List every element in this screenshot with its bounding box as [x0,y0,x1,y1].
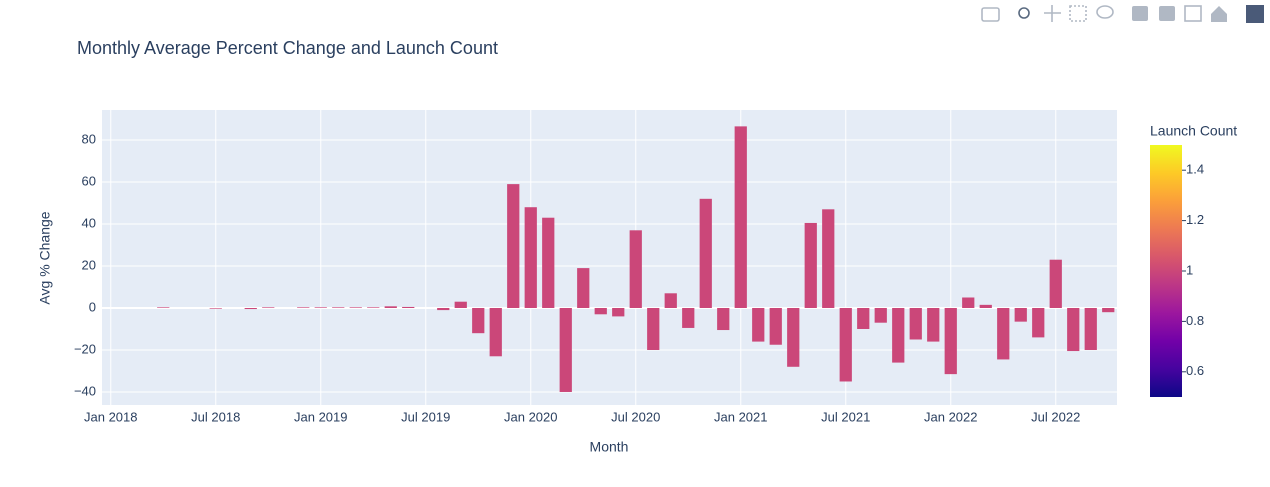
zoom-out-icon[interactable] [1159,6,1175,21]
bar [297,307,310,308]
bar [577,268,590,308]
y-tick-label: 60 [82,173,96,188]
bar [1014,307,1027,322]
bar [209,307,222,309]
bar [909,307,922,340]
bar [752,307,765,342]
bar [822,209,835,308]
y-tick-label: 40 [82,215,96,230]
x-tick-label: Jul 2022 [1031,409,1080,424]
x-tick-label: Jan 2018 [84,409,138,424]
bar [664,293,677,308]
y-tick-label: 0 [89,299,96,314]
bar [629,230,642,308]
bar [892,307,905,363]
colorbar [1150,145,1182,397]
bars [157,126,1115,392]
select-icon[interactable] [1069,5,1087,22]
bar [472,307,485,334]
colorbar-tick-label: 1.2 [1186,212,1204,227]
lasso-icon[interactable] [1096,5,1114,19]
x-tick-label: Jan 2021 [714,409,768,424]
bar [874,307,887,323]
bar [349,307,362,308]
bar [857,307,870,329]
y-axis-title: Avg % Change [37,211,53,304]
bar [997,307,1010,360]
bar [1102,307,1115,313]
bar [1067,307,1080,352]
bar [559,307,572,392]
bar [1084,307,1097,350]
bar [612,307,625,317]
home-icon[interactable] [1211,6,1227,22]
bar [699,198,712,308]
x-tick-label: Jan 2019 [294,409,348,424]
colorbar-tick-label: 0.6 [1186,363,1204,378]
autoscale-icon[interactable] [1184,5,1202,22]
x-tick-label: Jan 2020 [504,409,558,424]
chart-title: Monthly Average Percent Change and Launc… [77,38,498,58]
x-tick-label: Jul 2021 [821,409,870,424]
modebar [981,5,1264,23]
bar [542,217,555,308]
camera-icon[interactable] [981,7,1000,22]
bar [734,126,747,308]
y-tick-label: 20 [82,257,96,272]
bar [647,307,660,350]
pan-icon[interactable] [1044,5,1061,22]
colorbar-tick-label: 0.8 [1186,313,1204,328]
bar [682,307,695,328]
bar [594,307,607,315]
colorbar-title: Launch Count [1150,123,1237,139]
bar [769,307,782,345]
x-tick-label: Jul 2019 [401,409,450,424]
y-tick-label: 80 [82,131,96,146]
bar [944,307,957,375]
zoom-icon[interactable] [1018,7,1030,19]
x-axis-title: Month [590,439,629,455]
zoom-in-icon[interactable] [1132,6,1148,21]
bar [454,301,467,308]
colorbar-tick-label: 1 [1186,262,1193,277]
y-tick-label: −40 [74,383,96,398]
x-tick-label: Jan 2022 [924,409,978,424]
y-tick-label: −20 [74,341,96,356]
bar [804,222,817,308]
bar [402,306,415,308]
bar [332,307,345,308]
bar [524,207,537,308]
bar [507,184,520,308]
bar [244,307,257,310]
bar [367,307,380,308]
x-tick-label: Jul 2020 [611,409,660,424]
bar [489,307,502,357]
bar [157,307,170,308]
bar [1049,259,1062,308]
x-tick-label: Jul 2018 [191,409,240,424]
bar [262,307,275,308]
bar [1032,307,1045,338]
bar [437,307,450,311]
plotly-logo[interactable] [1246,5,1264,23]
bar [979,304,992,308]
bar [314,307,327,308]
plot-area [102,110,1117,405]
bar [717,307,730,331]
bar [962,297,975,308]
bar [384,306,397,308]
bar [839,307,852,382]
bar [787,307,800,367]
bar [927,307,940,342]
colorbar-tick-label: 1.4 [1186,162,1204,177]
